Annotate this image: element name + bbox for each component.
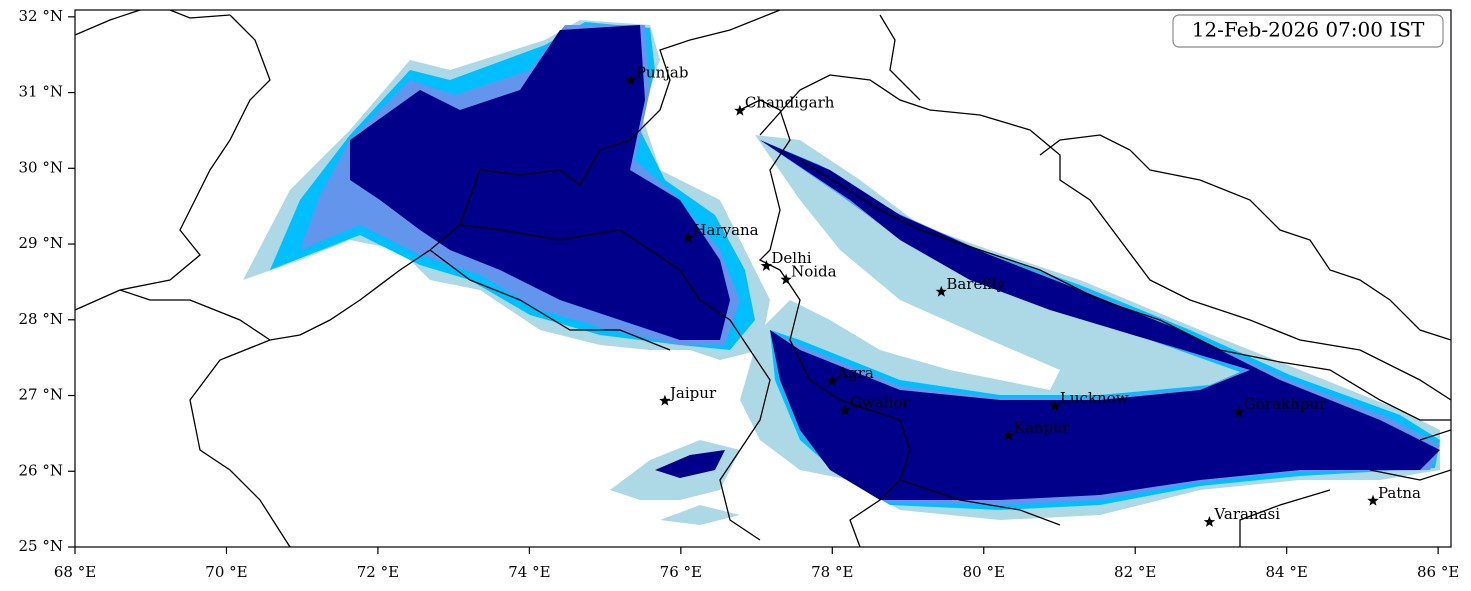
- x-tick-label: 76 °E: [660, 563, 702, 581]
- city-marker: [780, 273, 792, 285]
- city-marker: [682, 232, 695, 243]
- border: [75, 10, 231, 36]
- y-tick-label: 28 °N: [19, 310, 63, 328]
- y-tick-label: 32 °N: [19, 7, 63, 25]
- y-tick-label: 29 °N: [19, 234, 63, 252]
- city-label: Lucknow: [1060, 389, 1129, 407]
- fog-layers: [75, 10, 1451, 547]
- city-marker: [1003, 429, 1015, 441]
- x-tick-label: 84 °E: [1266, 563, 1308, 581]
- city-label: Haryana: [693, 221, 758, 239]
- city-marker: [935, 285, 947, 297]
- border: [189, 339, 291, 547]
- y-tick-label: 26 °N: [19, 461, 63, 479]
- city-label: Gorakhpur: [1244, 395, 1327, 413]
- border: [759, 74, 1451, 401]
- border: [879, 14, 1451, 341]
- city-marker: [826, 375, 838, 386]
- fog-area: [350, 25, 730, 340]
- city-label: Gwalior: [850, 394, 910, 412]
- border: [75, 14, 271, 311]
- x-tick-label: 70 °E: [205, 563, 247, 581]
- city-marker: [1233, 406, 1245, 417]
- city-marker: [1367, 494, 1379, 506]
- city-label: Varanasi: [1213, 505, 1280, 523]
- city-label: Noida: [791, 263, 837, 281]
- timestamp: 12-Feb-2026 07:00 IST: [1192, 18, 1425, 42]
- city-label: Agra: [836, 364, 874, 382]
- map-frame: [74, 9, 1452, 548]
- y-tick-label: 25 °N: [19, 537, 63, 555]
- border: [119, 10, 781, 341]
- fog-area: [760, 140, 1440, 500]
- x-tick-label: 74 °E: [508, 563, 550, 581]
- timestamp-box: [1172, 14, 1444, 48]
- border: [799, 159, 1451, 421]
- border: [429, 224, 771, 541]
- city-marker: [625, 74, 637, 86]
- fog-area: [655, 450, 725, 478]
- x-tick-label: 78 °E: [811, 563, 853, 581]
- border: [739, 99, 911, 547]
- city-label: Punjab: [636, 63, 689, 81]
- y-tick-label: 30 °N: [19, 158, 63, 176]
- x-tick-label: 82 °E: [1114, 563, 1156, 581]
- x-tick-label: 86 °E: [1417, 563, 1459, 581]
- border: [899, 429, 1451, 547]
- y-tick-label: 31 °N: [19, 83, 63, 101]
- city-label: Jaipur: [668, 384, 717, 402]
- city-marker: [1049, 400, 1061, 411]
- city-marker: [760, 260, 773, 271]
- y-tick-label: 27 °N: [19, 386, 63, 404]
- city-marker: [839, 404, 851, 416]
- city-marker: [659, 394, 671, 406]
- x-tick-label: 80 °E: [963, 563, 1005, 581]
- city-marker: [1203, 516, 1216, 527]
- city-label: Bareilly: [946, 275, 1005, 293]
- city-label: Delhi: [771, 249, 811, 267]
- city-label: Patna: [1378, 484, 1421, 502]
- city-label: Kanpur: [1014, 419, 1071, 437]
- x-tick-label: 72 °E: [357, 563, 399, 581]
- city-marker: [734, 104, 746, 116]
- x-tick-label: 68 °E: [54, 563, 96, 581]
- city-label: Chandigarh: [745, 94, 835, 112]
